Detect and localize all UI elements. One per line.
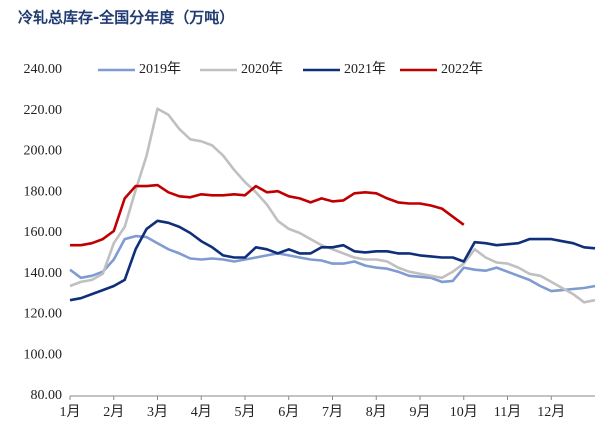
y-tick-label: 120.00 bbox=[24, 307, 63, 322]
x-tick-label: 11月 bbox=[494, 404, 521, 420]
x-tick-label: 5月 bbox=[235, 404, 256, 420]
chart-title: 冷轧总库存-全国分年度（万吨） bbox=[18, 9, 234, 27]
y-tick-label: 100.00 bbox=[24, 347, 63, 362]
series-line bbox=[70, 183, 465, 247]
series-line bbox=[69, 234, 596, 293]
y-tick-label: 160.00 bbox=[24, 225, 63, 240]
legend-label: 2021年 bbox=[344, 61, 386, 77]
series-line bbox=[69, 219, 596, 302]
x-tick-label: 7月 bbox=[322, 404, 343, 420]
x-tick-label: 10月 bbox=[450, 404, 478, 420]
y-tick-label: 140.00 bbox=[24, 266, 63, 281]
x-tick-label: 1月 bbox=[60, 404, 81, 420]
legend-label: 2022年 bbox=[441, 61, 483, 77]
x-tick-label: 4月 bbox=[191, 404, 212, 420]
series-line bbox=[69, 107, 596, 304]
y-tick-label: 180.00 bbox=[24, 184, 63, 199]
y-tick-label: 240.00 bbox=[24, 62, 63, 77]
x-tick-label: 8月 bbox=[366, 404, 387, 420]
y-tick-label: 80.00 bbox=[31, 388, 63, 403]
y-tick-label: 200.00 bbox=[24, 144, 63, 159]
legend-label: 2020年 bbox=[241, 61, 283, 77]
x-tick-label: 2月 bbox=[103, 404, 124, 420]
y-tick-label: 220.00 bbox=[24, 103, 63, 118]
x-tick-label: 12月 bbox=[537, 404, 565, 420]
legend-label: 2019年 bbox=[139, 61, 181, 77]
x-tick-label: 6月 bbox=[278, 404, 299, 420]
x-tick-label: 9月 bbox=[410, 404, 431, 420]
x-tick-label: 3月 bbox=[147, 404, 168, 420]
